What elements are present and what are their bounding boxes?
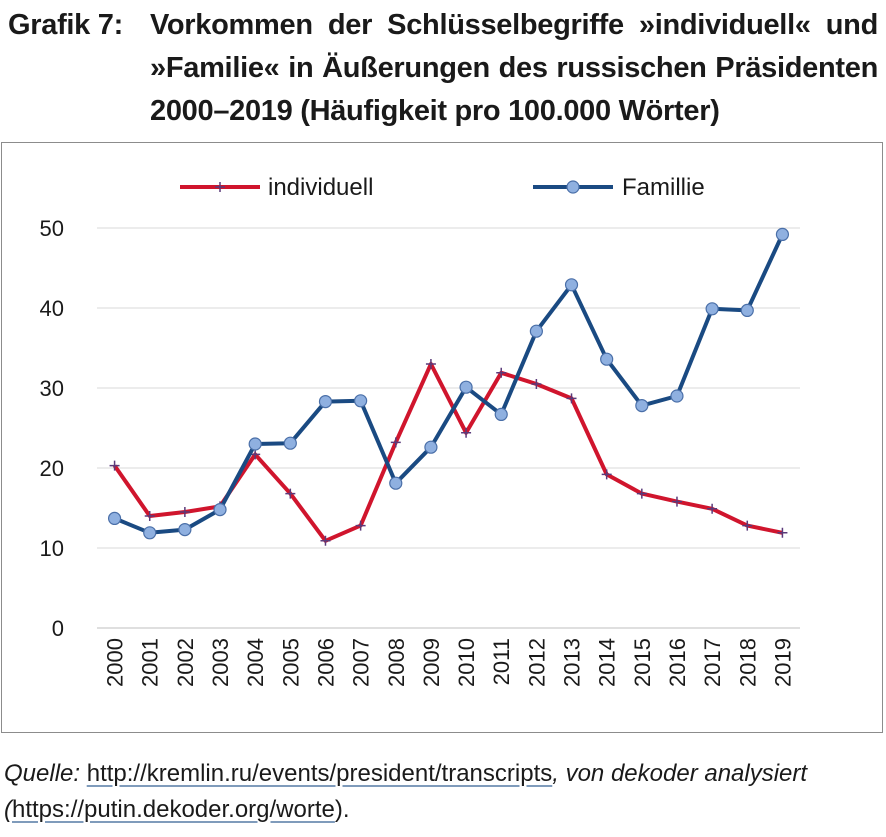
data-point-individuell (144, 511, 155, 521)
data-point-familie (564, 278, 579, 292)
x-tick-label: 2014 (595, 638, 620, 687)
line-chart: 0 10 20 30 40 50 2000 2001 2002 2003 2004 2005 2006 2… (40, 174, 800, 687)
data-point-familie (248, 437, 262, 451)
x-tick-label: 2001 (138, 638, 163, 687)
x-tick-label: 2003 (208, 638, 233, 687)
data-point-individuell (355, 520, 366, 531)
y-tick-label: 10 (40, 536, 64, 561)
x-tick-label: 2004 (243, 638, 268, 687)
data-point-individuell (531, 379, 542, 389)
data-point-individuell (566, 393, 577, 404)
data-point-individuell (707, 503, 718, 514)
x-tick-label: 2002 (173, 638, 198, 687)
x-tick-label: 2010 (454, 638, 479, 687)
source-note: Quelle: http://kremlin.ru/events/preside… (4, 756, 880, 828)
data-point-familie (705, 302, 719, 316)
legend-label-familie: Famillie (622, 174, 705, 201)
series-line-familie (113, 233, 785, 535)
data-point-individuell (777, 527, 788, 538)
data-point-familie (494, 407, 508, 421)
source-link-dekoder[interactable]: https://putin.dekoder.org/worte (12, 796, 335, 823)
chart-frame: 0 10 20 30 40 50 2000 2001 2002 2003 2004 2005 2006 2… (1, 142, 883, 733)
data-point-familie (389, 476, 403, 490)
x-tick-label: 2019 (770, 638, 795, 687)
source-end-text: ). (334, 796, 350, 823)
data-point-individuell (636, 488, 647, 499)
data-point-individuell (320, 535, 331, 546)
x-tick-label: 2005 (278, 638, 303, 687)
data-point-familie (107, 511, 122, 525)
data-point-familie (775, 227, 790, 242)
source-middle-text: , von dekoder analysiert ( (4, 760, 808, 823)
data-point-familie (213, 503, 227, 517)
data-point-familie (354, 394, 368, 408)
data-point-individuell (179, 507, 190, 517)
data-point-individuell (671, 496, 682, 507)
legend-marker-familie (566, 180, 580, 194)
data-point-individuell (390, 437, 401, 448)
x-tick-label: 2013 (560, 638, 585, 687)
y-tick-label: 30 (40, 376, 64, 401)
figure-title-block: Grafik 7: Vorkommen der Schlüsselbegriff… (0, 4, 886, 132)
x-tick-label: 2006 (313, 638, 338, 687)
legend-label-individuell: individuell (268, 174, 373, 201)
data-point-familie (318, 395, 333, 409)
x-tick-label: 2015 (630, 638, 655, 687)
data-point-individuell (742, 520, 753, 531)
data-point-individuell (496, 367, 507, 378)
y-tick-label: 40 (40, 296, 64, 321)
x-tick-label: 2011 (489, 638, 514, 685)
y-tick-label: 50 (40, 216, 64, 241)
data-point-familie (670, 389, 684, 403)
source-link-kremlin[interactable]: http://kremlin.ru/events/president/trans… (86, 760, 553, 787)
data-point-individuell (601, 469, 612, 480)
data-point-familie (143, 526, 157, 540)
x-tick-label: 2008 (384, 638, 409, 687)
data-point-individuell (285, 488, 296, 499)
x-tick-label: 2009 (419, 638, 444, 687)
figure-title: Vorkommen der Schlüsselbegriffe »individ… (150, 9, 878, 127)
data-point-individuell (109, 460, 120, 471)
data-point-familie (635, 399, 649, 413)
data-point-familie (740, 303, 754, 317)
x-tick-label: 2000 (103, 638, 128, 687)
figure-label: Grafik 7: (8, 9, 123, 41)
data-point-familie (178, 523, 192, 537)
x-tick-label: 2016 (665, 638, 690, 687)
y-tick-label: 20 (40, 456, 64, 481)
y-tick-label: 0 (52, 616, 64, 641)
data-point-individuell (425, 359, 436, 369)
x-tick-label: 2007 (349, 638, 374, 687)
data-point-familie (424, 440, 438, 454)
x-tick-label: 2018 (735, 638, 760, 687)
x-tick-label: 2012 (524, 638, 549, 687)
data-point-familie (600, 352, 614, 366)
data-point-individuell (461, 427, 472, 438)
data-point-familie (459, 380, 473, 394)
data-point-familie (529, 324, 543, 338)
source-label: Quelle: (4, 760, 81, 787)
x-tick-label: 2017 (700, 638, 725, 687)
data-point-familie (283, 436, 297, 450)
legend-marker-individuell (215, 182, 225, 192)
